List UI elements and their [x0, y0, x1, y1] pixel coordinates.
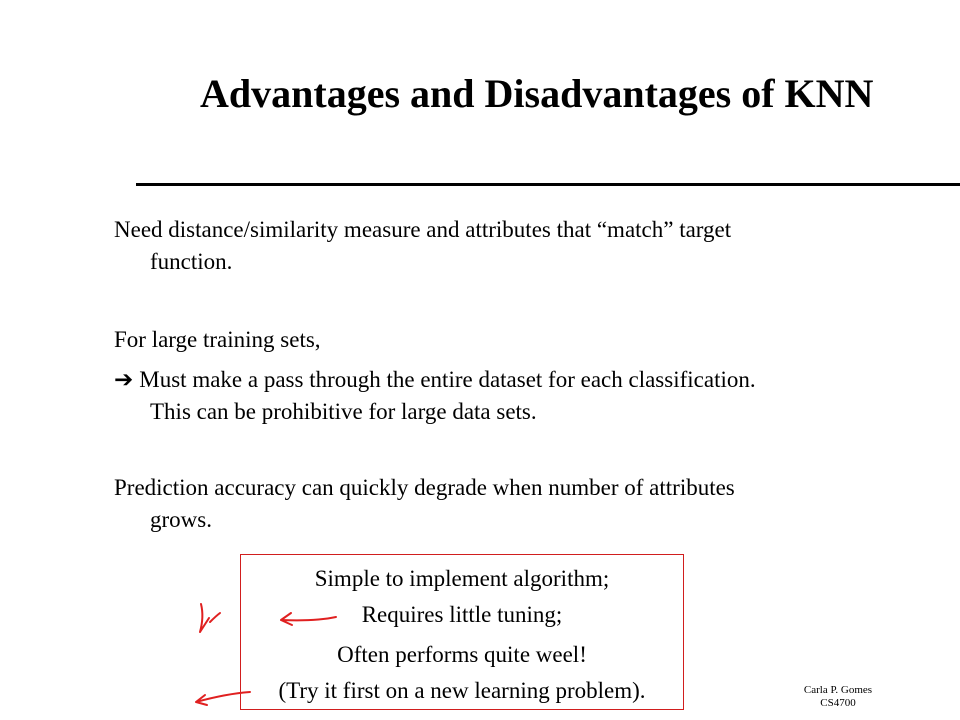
advantages-box: Simple to implement algorithm; Requires … [240, 554, 684, 710]
paragraph-line-indent: function. [150, 249, 233, 274]
paragraph-line-indent: This can be prohibitive for large data s… [150, 399, 537, 424]
box-line-try-first: (Try it first on a new learning problem)… [278, 678, 646, 703]
paragraph-line: Prediction accuracy can quickly degrade … [114, 475, 735, 500]
footer-credit: Carla P. Gomes CS4700 [790, 684, 886, 710]
paragraph-distance-measure: Need distance/similarity measure and att… [114, 214, 874, 278]
box-line-tuning: Requires little tuning; [361, 602, 563, 627]
title-divider [136, 183, 960, 186]
paragraph-large-training-sets: For large training sets, [114, 324, 874, 356]
footer-author: Carla P. Gomes [803, 684, 873, 696]
paragraph-line-indent: grows. [150, 507, 212, 532]
slide-title: Advantages and Disadvantages of KNN [200, 71, 874, 116]
paragraph-line: Must make a pass through the entire data… [139, 367, 756, 392]
paragraph-full-pass: ➔ Must make a pass through the entire dat… [114, 364, 874, 428]
paragraph-line: For large training sets, [114, 327, 321, 352]
box-line-simple: Simple to implement algorithm; [314, 566, 610, 591]
paragraph-accuracy-degrade: Prediction accuracy can quickly degrade … [114, 472, 874, 536]
box-line-performs: Often performs quite weel! [337, 642, 587, 667]
paragraph-line: Need distance/similarity measure and att… [114, 217, 732, 242]
footer-course: CS4700 [820, 697, 856, 709]
check-mark-scribble [199, 603, 221, 633]
arrow-icon: ➔ [114, 367, 134, 392]
